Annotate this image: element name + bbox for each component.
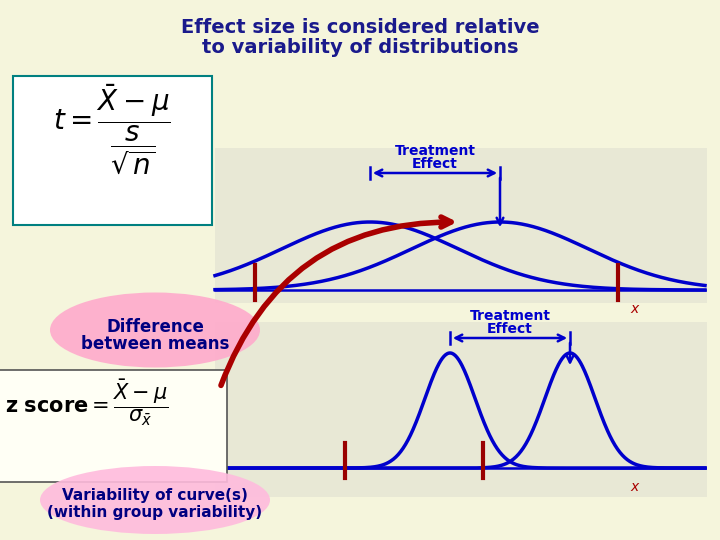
Text: Difference: Difference [106,318,204,336]
Text: x: x [630,480,638,494]
Ellipse shape [50,293,260,368]
Text: (within group variability): (within group variability) [48,505,263,520]
Text: Variability of curve(s): Variability of curve(s) [62,488,248,503]
FancyBboxPatch shape [215,148,707,303]
Text: Effect size is considered relative: Effect size is considered relative [181,18,539,37]
FancyBboxPatch shape [13,76,212,225]
Text: between means: between means [81,335,229,353]
Text: to variability of distributions: to variability of distributions [202,38,518,57]
Text: Effect: Effect [412,157,458,171]
FancyBboxPatch shape [215,322,707,497]
Text: $\mathbf{z\ score} = \dfrac{\bar{X}-\mu}{\sigma_{\bar{x}}}$: $\mathbf{z\ score} = \dfrac{\bar{X}-\mu}… [5,378,168,428]
Ellipse shape [40,466,270,534]
Text: Effect: Effect [487,322,533,336]
Text: x: x [630,302,638,316]
Text: Treatment: Treatment [395,144,475,158]
Text: Treatment: Treatment [469,309,551,323]
Text: $t = \dfrac{\bar{X}-\mu}{\dfrac{s}{\sqrt{n}}}$: $t = \dfrac{\bar{X}-\mu}{\dfrac{s}{\sqrt… [53,82,171,176]
FancyBboxPatch shape [0,370,227,482]
